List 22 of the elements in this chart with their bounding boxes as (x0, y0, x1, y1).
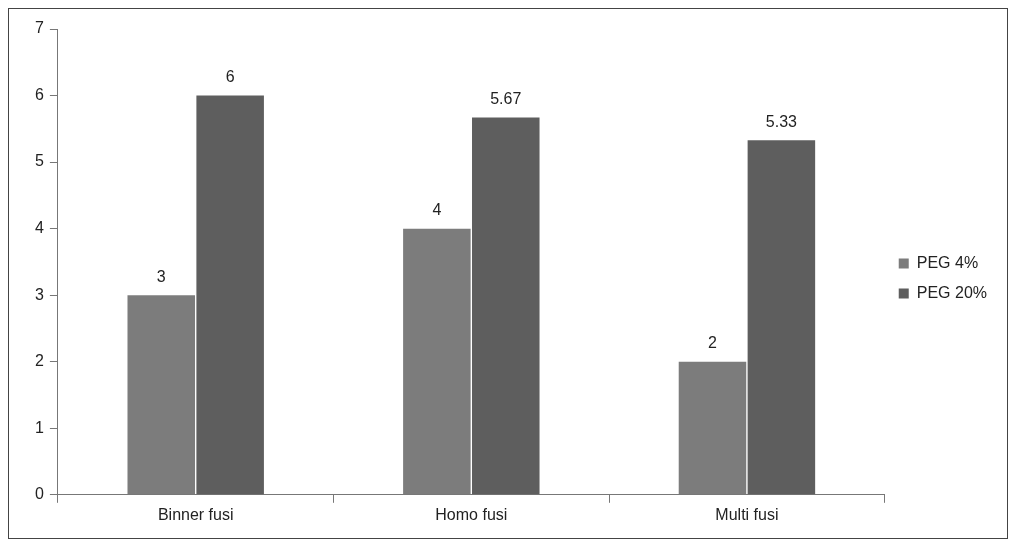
data-label: 3 (156, 267, 166, 285)
bar (196, 95, 264, 495)
data-label: 5.33 (765, 112, 798, 130)
bar (747, 140, 816, 495)
y-tick-label: 4 (34, 219, 44, 237)
legend-label: PEG 20% (916, 283, 988, 301)
x-tick-label: Multi fusi (715, 505, 779, 523)
y-tick-label: 7 (34, 19, 44, 37)
data-label: 6 (225, 67, 235, 85)
y-tick-label: 1 (34, 418, 44, 436)
bar (472, 117, 540, 495)
y-tick-label: 6 (34, 85, 44, 103)
data-label: 5.67 (490, 89, 522, 107)
y-tick-label: 0 (34, 485, 44, 503)
y-tick-label: 5 (34, 152, 44, 170)
legend-label: PEG 4% (916, 253, 979, 271)
data-label: 2 (708, 334, 718, 352)
data-label: 4 (432, 201, 442, 219)
x-tick-label: Binner fusi (157, 505, 234, 523)
y-tick-label: 3 (34, 285, 44, 303)
y-tick-label: 2 (34, 352, 44, 370)
x-tick-label: Homo fusi (435, 505, 508, 523)
